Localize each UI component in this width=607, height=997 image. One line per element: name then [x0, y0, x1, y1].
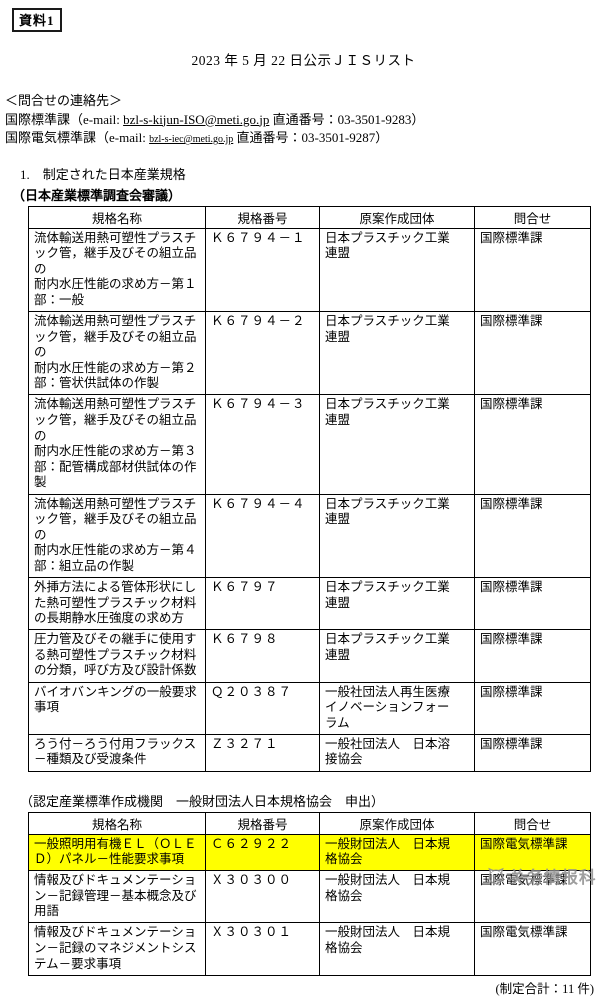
- table-header-row: 規格名称 規格番号 原案作成団体 問合せ: [28, 205, 591, 229]
- drafting-org-cell: 日本プラスチック工業 連盟: [319, 629, 475, 683]
- watermark-logo-icon: [488, 867, 504, 885]
- watermark-text: 关务情报科: [509, 869, 597, 887]
- column-header-contact-dept-cell: 問合せ: [474, 205, 591, 229]
- contact-dept-cell: 国際標準課: [474, 394, 591, 495]
- contact-line-iso: 国際標準課（e-mail: bzl-s-kijun-ISO@meti.go.jp…: [5, 111, 607, 130]
- table-header-row: 規格名称 規格番号 原案作成団体 問合せ: [28, 811, 591, 835]
- contact-dept-cell: 国際電気標準課: [474, 922, 591, 976]
- standard-number-cell: Ｑ２０３８７: [205, 681, 320, 735]
- table-row: 流体輸送用熱可塑性プラスチ ック管，継手及びその組立品の 耐内水圧性能の求め方－…: [28, 310, 591, 396]
- column-header-standard-number-cell: 規格番号: [205, 811, 320, 835]
- table-row: 流体輸送用熱可塑性プラスチ ック管，継手及びその組立品の 耐内水圧性能の求め方－…: [28, 394, 591, 495]
- column-header-standard-number-cell: 規格番号: [205, 205, 320, 229]
- table-row: 流体輸送用熱可塑性プラスチ ック管，継手及びその組立品の 耐内水圧性能の求め方－…: [28, 493, 591, 578]
- standard-name-cell: 一般照明用有機ＥＬ（ＯＬＥ Ｄ）パネル－性能要求事項: [28, 833, 206, 872]
- table-row: 外挿方法による管体形状にし た熱可塑性プラスチック材料 の長期静水圧強度の求め方…: [28, 576, 591, 631]
- contact-dept: 国際標準課: [5, 111, 71, 127]
- contact-dept: 国際電気標準課: [5, 130, 97, 145]
- standard-number-cell: Ｘ３０３０１: [205, 922, 320, 976]
- drafting-org-cell: 日本プラスチック工業 連盟: [319, 493, 475, 578]
- contact-dept-cell: 国際標準課: [474, 629, 591, 683]
- standard-number-cell: Ｋ６７９４－１: [205, 227, 320, 312]
- standard-name-cell: 流体輸送用熱可塑性プラスチ ック管，継手及びその組立品の 耐内水圧性能の求め方－…: [28, 394, 206, 495]
- contact-close-paren: ）: [375, 130, 389, 145]
- standard-number-cell: Ｘ３０３００: [205, 870, 320, 924]
- standard-name-cell: 流体輸送用熱可塑性プラスチ ック管，継手及びその組立品の 耐内水圧性能の求め方－…: [28, 227, 206, 312]
- page-title: 2023 年 5 月 22 日公示ＪＩＳリスト: [191, 53, 416, 68]
- table-row: 流体輸送用熱可塑性プラスチ ック管，継手及びその組立品の 耐内水圧性能の求め方－…: [28, 227, 591, 312]
- standard-name-cell: 圧力管及びその継手に使用す る熱可塑性プラスチック材料 の分類，呼び方及び設計係…: [28, 629, 206, 683]
- standard-name-cell: 流体輸送用熱可塑性プラスチ ック管，継手及びその組立品の 耐内水圧性能の求め方－…: [28, 493, 206, 578]
- standard-number-cell: Ｋ６７９８: [205, 629, 320, 683]
- column-header-standard-name-cell: 規格名称: [28, 811, 206, 835]
- standard-number-cell: Ｃ６２９２２: [205, 833, 320, 872]
- table-header-row: 規格名称 規格番号 原案作成団体 問合せ: [28, 811, 591, 835]
- table-header-row: 規格名称 規格番号 原案作成団体 問合せ: [28, 205, 591, 229]
- contact-phone: 03-3501-9283: [337, 111, 412, 127]
- standard-number-cell: Ｋ６７９４－３: [205, 394, 320, 495]
- accredited-org-standards-table: 規格名称 規格番号 原案作成団体 問合せ 一般照明用有機ＥＬ（ＯＬＥ Ｄ）パネル－性能…: [28, 811, 591, 976]
- drafting-org-cell: 一般財団法人 日本規 格協会: [319, 922, 475, 976]
- watermark: 关务情报科: [486, 864, 597, 888]
- table-row: バイオバンキングの一般要求 事項 Ｑ２０３８７ 一般社団法人再生医療 イノベーション…: [28, 681, 591, 735]
- standard-name-cell: ろう付－ろう付用フラックス －種類及び受渡条件: [28, 733, 206, 772]
- email-link-iso[interactable]: bzl-s-kijun-ISO@meti.go.jp: [123, 111, 270, 127]
- standard-name-cell: 外挿方法による管体形状にし た熱可塑性プラスチック材料 の長期静水圧強度の求め方: [28, 576, 206, 631]
- table-body: 一般照明用有機ＥＬ（ＯＬＥ Ｄ）パネル－性能要求事項 Ｃ６２９２２ 一般財団法人 日…: [28, 833, 591, 976]
- drafting-org-cell: 一般財団法人 日本規 格協会: [319, 870, 475, 924]
- column-header-drafting-org-cell: 原案作成団体: [319, 205, 475, 229]
- drafting-org-cell: 一般財団法人 日本規 格協会: [319, 833, 475, 872]
- standard-name-cell: 流体輸送用熱可塑性プラスチ ック管，継手及びその組立品の 耐内水圧性能の求め方－…: [28, 310, 206, 396]
- established-standards-table: 規格名称 規格番号 原案作成団体 問合せ 流体輸送用熱可塑性プラスチ ック管，継手及び…: [28, 205, 591, 772]
- table-row: 一般照明用有機ＥＬ（ＯＬＥ Ｄ）パネル－性能要求事項 Ｃ６２９２２ 一般財団法人 日…: [28, 833, 591, 872]
- email-link-iec[interactable]: bzl-s-iec@meti.go.jp: [149, 134, 234, 145]
- contact-dept-cell: 国際標準課: [474, 733, 591, 772]
- contact-dept-cell: 国際標準課: [474, 576, 591, 631]
- contact-dept-cell: 国際標準課: [474, 681, 591, 735]
- contact-section: ＜問合せの連絡先＞ 国際標準課（e-mail: bzl-s-kijun-ISO@…: [0, 92, 607, 150]
- contact-dept-cell: 国際標準課: [474, 493, 591, 578]
- standard-number-cell: Ｋ６７９７: [205, 576, 320, 631]
- standard-name-cell: 情報及びドキュメンテーショ ン－記録のマネジメントシス テム－要求事項: [28, 922, 206, 976]
- column-header-contact-dept-cell: 問合せ: [474, 811, 591, 835]
- contact-phone: 03-3501-9287: [301, 130, 376, 145]
- section2-heading: （認定産業標準作成機関 一般財団法人日本規格協会 申出）: [20, 793, 385, 809]
- table-body: 流体輸送用熱可塑性プラスチ ック管，継手及びその組立品の 耐内水圧性能の求め方－…: [28, 227, 591, 772]
- standard-number-cell: Ｋ６７９４－２: [205, 310, 320, 396]
- column-header-standard-name-cell: 規格名称: [28, 205, 206, 229]
- standard-number-cell: Ｋ６７９４－４: [205, 493, 320, 578]
- contact-dept-cell: 国際標準課: [474, 310, 591, 396]
- contact-line-iec: 国際電気標準課（e-mail: bzl-s-iec@meti.go.jp 直通番…: [5, 129, 607, 150]
- contact-close-paren: ）: [411, 111, 425, 127]
- contact-dept-cell: 国際標準課: [474, 227, 591, 312]
- document-tag: 資料1: [12, 8, 62, 32]
- contact-phone-label: 直通番号：: [233, 130, 302, 145]
- drafting-org-cell: 日本プラスチック工業 連盟: [319, 227, 475, 312]
- drafting-org-cell: 一般社団法人 日本溶 接協会: [319, 733, 475, 772]
- total-count-note: (制定合計：11 件): [495, 981, 595, 996]
- section1-subheading: （日本産業標準調査会審議）: [12, 187, 182, 203]
- drafting-org-cell: 日本プラスチック工業 連盟: [319, 310, 475, 396]
- contact-phone-label: 直通番号：: [269, 111, 338, 127]
- drafting-org-cell: 一般社団法人再生医療 イノベーションフォー ラム: [319, 681, 475, 735]
- standard-name-cell: 情報及びドキュメンテーショ ン－記録管理－基本概念及び 用語: [28, 870, 206, 924]
- standard-name-cell: バイオバンキングの一般要求 事項: [28, 681, 206, 735]
- contact-heading: ＜問合せの連絡先＞: [5, 93, 123, 108]
- table-row: 圧力管及びその継手に使用す る熱可塑性プラスチック材料 の分類，呼び方及び設計係…: [28, 629, 591, 683]
- standard-number-cell: Ｚ３２７１: [205, 733, 320, 772]
- section1-heading: 1. 制定された日本産業規格: [20, 166, 186, 182]
- drafting-org-cell: 日本プラスチック工業 連盟: [319, 394, 475, 495]
- table-row: ろう付－ろう付用フラックス －種類及び受渡条件 Ｚ３２７１ 一般社団法人 日本溶 接…: [28, 733, 591, 772]
- column-header-drafting-org-cell: 原案作成団体: [319, 811, 475, 835]
- contact-open-paren: （e-mail:: [96, 130, 150, 145]
- drafting-org-cell: 日本プラスチック工業 連盟: [319, 576, 475, 631]
- table-row: 情報及びドキュメンテーショ ン－記録のマネジメントシス テム－要求事項 Ｘ３０３０…: [28, 922, 591, 976]
- contact-open-paren: （e-mail:: [70, 111, 124, 127]
- contact-dept-cell: 国際電気標準課: [474, 833, 591, 872]
